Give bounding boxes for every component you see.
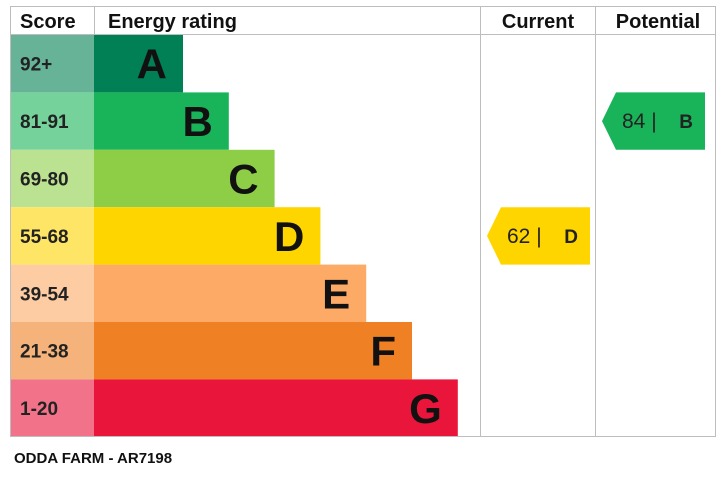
score-cell-b <box>10 92 94 150</box>
epc-chart: 92+ A81-91 B69-80 C55-68 D39-54 E21-38 F1-20 G … <box>10 6 716 437</box>
potential-rating-arrow <box>602 92 705 150</box>
score-cell-f <box>10 322 94 380</box>
score-range-b: 81-91 <box>20 112 69 133</box>
score-range-g: 1-20 <box>20 399 58 420</box>
score-cell-a <box>10 35 94 93</box>
rating-letter-f: F <box>370 328 396 375</box>
rating-bar-d <box>94 207 321 265</box>
energy-rating-header: Energy rating <box>108 11 237 33</box>
current-header: Current <box>502 11 575 33</box>
rating-bar-b <box>94 92 229 150</box>
rating-letter-b: B <box>182 98 212 145</box>
score-range-a: 92+ <box>20 55 52 76</box>
score-cell-g <box>10 379 94 437</box>
current-rating-arrow <box>487 207 590 265</box>
rating-letter-g: G <box>409 385 442 432</box>
score-range-e: 39-54 <box>20 284 69 305</box>
score-header: Score <box>20 11 76 33</box>
rating-bar-f <box>94 322 412 380</box>
band-rows: 92+ A 81-91 B 69-80 C 55-68 D 39-54 E 21-38 F 1-20 G <box>10 35 458 437</box>
current-rating-value: 62 | <box>507 225 542 248</box>
potential-header: Potential <box>616 11 700 33</box>
rating-letter-c: C <box>228 156 258 203</box>
rating-bar-g <box>94 379 458 437</box>
score-range-d: 55-68 <box>20 227 69 248</box>
score-range-c: 69-80 <box>20 170 69 191</box>
current-rating-letter: D <box>564 227 578 248</box>
potential-rating-letter: B <box>679 112 693 133</box>
rating-letter-e: E <box>322 270 350 317</box>
rating-bar-c <box>94 149 275 208</box>
score-range-f: 21-38 <box>20 342 69 363</box>
property-reference: ODDA FARM - AR7198 <box>14 450 173 467</box>
grid-lines <box>10 6 716 437</box>
potential-rating-value: 84 | <box>622 110 657 133</box>
score-cell-e <box>10 264 94 322</box>
rating-bar-a <box>94 35 183 93</box>
score-cell-d <box>10 207 94 265</box>
rating-markers: 62 | D 84 | B <box>487 92 705 265</box>
rating-bar-e <box>94 264 367 322</box>
score-cell-c <box>10 149 94 208</box>
rating-letter-a: A <box>137 41 167 88</box>
rating-letter-d: D <box>274 213 304 260</box>
